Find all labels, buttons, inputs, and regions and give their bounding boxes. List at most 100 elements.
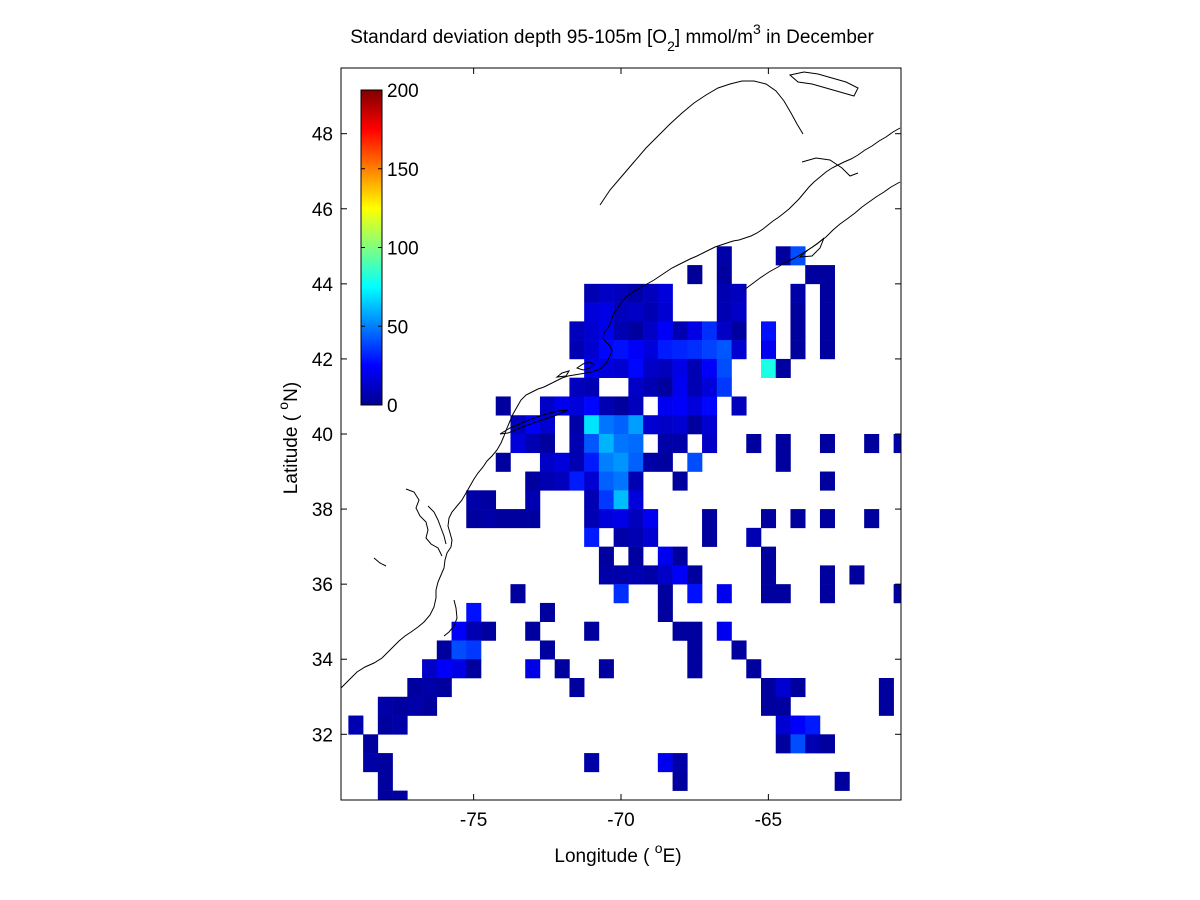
heatmap-cell xyxy=(451,621,467,641)
heatmap-cell xyxy=(466,602,482,622)
heatmap-cell xyxy=(672,396,688,416)
heatmap-cell xyxy=(716,621,732,641)
title-subscript: 2 xyxy=(667,38,675,54)
heatmap-cell xyxy=(407,678,423,698)
heatmap-cell xyxy=(687,415,703,435)
heatmap-cell xyxy=(422,659,438,679)
heatmap-cell xyxy=(613,509,629,529)
heatmap-cell xyxy=(687,377,703,397)
heatmap-cell xyxy=(510,509,526,529)
heatmap-cell xyxy=(731,640,747,660)
heatmap-cell xyxy=(687,321,703,341)
heatmap-cell xyxy=(657,396,673,416)
heatmap-cell xyxy=(554,452,570,472)
heatmap-cell xyxy=(539,452,555,472)
heatmap-cell xyxy=(510,434,526,454)
heatmap-cell xyxy=(775,358,791,378)
heatmap-cell xyxy=(672,434,688,454)
heatmap-cell xyxy=(672,621,688,641)
heatmap-cell xyxy=(687,640,703,660)
heatmap-cell xyxy=(613,283,629,303)
heatmap-cell xyxy=(377,790,393,801)
heatmap-cell xyxy=(819,321,835,341)
heatmap-cell xyxy=(657,340,673,360)
heatmap-cell xyxy=(598,434,614,454)
heatmap-cell xyxy=(628,358,644,378)
coastline-cape-breton xyxy=(798,237,825,258)
heatmap-cell xyxy=(672,753,688,773)
heatmap-cell xyxy=(643,415,659,435)
heatmap-cell xyxy=(716,340,732,360)
heatmap-cell xyxy=(539,415,555,435)
heatmap-cell xyxy=(643,302,659,322)
heatmap-cell xyxy=(569,340,585,360)
heatmap-cell xyxy=(775,734,791,754)
heatmap-cell xyxy=(716,377,732,397)
colorbar: 0 50 100 150 200 xyxy=(360,81,419,417)
heatmap-cell xyxy=(761,696,777,716)
coastline-pamlico xyxy=(373,557,387,567)
heatmap-cell xyxy=(628,396,644,416)
heatmap-cell xyxy=(775,434,791,454)
heatmap-cell xyxy=(613,452,629,472)
heatmap-cell xyxy=(819,565,835,585)
coastline-mainland xyxy=(340,127,901,689)
heatmap-cell xyxy=(775,246,791,266)
heatmap-cell xyxy=(716,358,732,378)
heatmap-cell xyxy=(834,771,850,791)
heatmap-cell xyxy=(495,396,511,416)
heatmap-cell xyxy=(481,509,497,529)
y-tick-label: 38 xyxy=(312,500,333,521)
y-tick-label: 48 xyxy=(312,125,333,146)
heatmap-cell xyxy=(584,358,600,378)
colorbar-tick-label: 50 xyxy=(387,317,408,338)
heatmap-cell xyxy=(598,302,614,322)
heatmap-cell xyxy=(790,678,806,698)
heatmap-cell xyxy=(672,771,688,791)
heatmap-cell xyxy=(613,358,629,378)
heatmap-cell xyxy=(893,584,902,604)
heatmap-cell xyxy=(643,527,659,547)
y-axis-label-post: N) xyxy=(281,382,302,402)
coastline-chesapeake xyxy=(405,488,443,557)
heatmap-cell xyxy=(819,340,835,360)
heatmap-cell xyxy=(702,377,718,397)
heatmap-cell xyxy=(584,321,600,341)
heatmap-cell xyxy=(819,584,835,604)
heatmap-cell xyxy=(451,659,467,679)
heatmap-cell xyxy=(657,452,673,472)
heatmap-cell xyxy=(702,358,718,378)
heatmap-cell xyxy=(864,434,880,454)
heatmap-cell xyxy=(613,396,629,416)
heatmap-cell xyxy=(525,659,541,679)
heatmap-cell xyxy=(790,734,806,754)
coastline-map xyxy=(340,71,901,689)
heatmap-cell xyxy=(687,340,703,360)
heatmap-cell xyxy=(643,358,659,378)
heatmap-cell xyxy=(598,565,614,585)
heatmap-cell xyxy=(672,415,688,435)
heatmap-cell xyxy=(613,490,629,510)
heatmap-cell xyxy=(790,283,806,303)
coastline-gaspe xyxy=(599,80,804,206)
heatmap-cell xyxy=(657,415,673,435)
heatmap-cell xyxy=(687,659,703,679)
heatmap-cell xyxy=(598,452,614,472)
coastline-long-island xyxy=(499,409,569,435)
colorbar-ticks: 0 50 100 150 200 xyxy=(361,81,419,417)
heatmap-cell xyxy=(849,565,865,585)
heatmap-cell xyxy=(569,396,585,416)
heatmap-cell xyxy=(392,696,408,716)
heatmap-cell xyxy=(657,565,673,585)
heatmap-cell xyxy=(643,340,659,360)
heatmap-cell xyxy=(539,396,555,416)
heatmap-cell xyxy=(657,321,673,341)
y-tick-label: 36 xyxy=(312,575,333,596)
heatmap-cell xyxy=(790,321,806,341)
heatmap-cell xyxy=(819,302,835,322)
heatmap-cell xyxy=(628,565,644,585)
heatmap-cell xyxy=(657,377,673,397)
heatmap-cell xyxy=(775,584,791,604)
heatmap-cell xyxy=(377,696,393,716)
heatmap-cell xyxy=(584,283,600,303)
